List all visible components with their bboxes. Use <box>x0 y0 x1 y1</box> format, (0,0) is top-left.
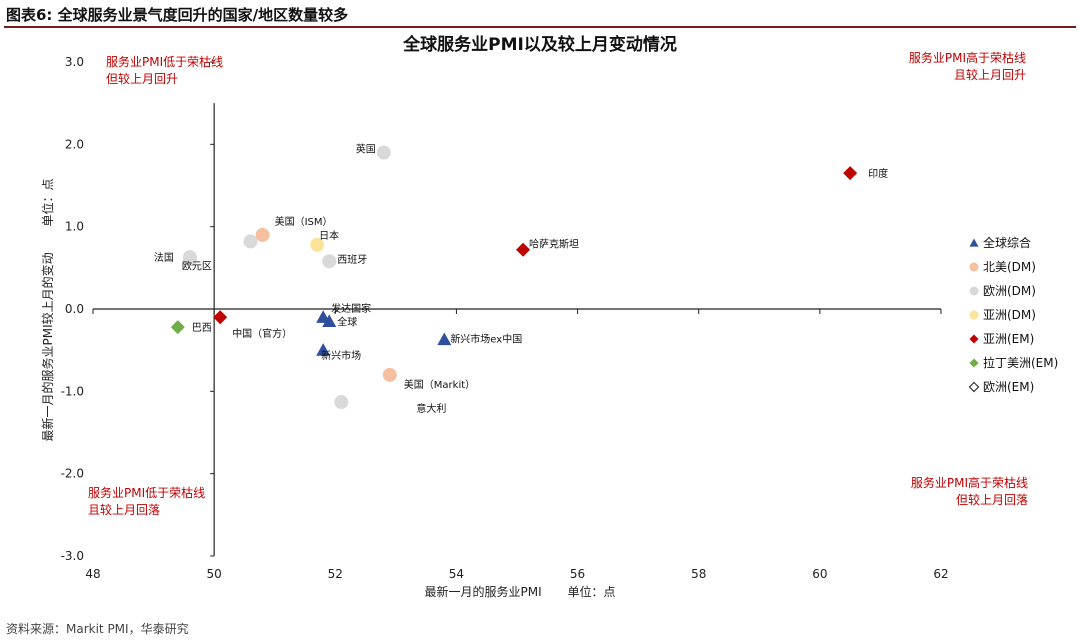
legend-marker <box>969 310 979 320</box>
point-label: 新兴市场 <box>321 349 361 362</box>
legend-label: 欧洲(EM) <box>983 380 1034 394</box>
quadrant-note-top-left: 但较上月回升 <box>106 71 178 86</box>
legend-label: 拉丁美洲(EM) <box>983 355 1058 370</box>
legend-marker <box>968 381 980 393</box>
point-label: 印度 <box>868 167 888 180</box>
chart-title: 全球服务业PMI以及较上月变动情况 <box>402 34 677 55</box>
y-tick-label: -1.0 <box>61 384 84 398</box>
legend-marker <box>969 238 979 247</box>
quadrant-note-bottom-right: 但较上月回落 <box>956 492 1028 507</box>
point-label: 英国 <box>356 143 376 156</box>
data-point <box>322 314 337 327</box>
y-tick-label: 1.0 <box>65 220 84 234</box>
x-axis-unit: 单位：点 <box>567 584 615 599</box>
point-label: 法国 <box>154 251 174 264</box>
y-tick-label: -3.0 <box>61 549 84 563</box>
data-point <box>316 343 331 356</box>
x-tick-label: 62 <box>933 567 948 581</box>
data-point <box>243 234 258 249</box>
point-label: 哈萨克斯坦 <box>529 238 579 251</box>
x-tick-label: 48 <box>85 567 100 581</box>
data-point <box>516 242 531 257</box>
data-point <box>182 252 197 267</box>
legend-marker <box>969 262 979 272</box>
point-label: 美国（Markit） <box>404 378 475 391</box>
point-label: 日本 <box>319 229 339 242</box>
x-tick-label: 54 <box>449 567 464 581</box>
data-point <box>213 310 228 325</box>
legend-label: 亚洲(EM) <box>983 332 1034 346</box>
data-point <box>310 237 325 252</box>
data-point <box>382 367 397 382</box>
data-point <box>437 332 452 346</box>
y-axis-title: 最新一月的服务业PMI较上月的变动 单位：点 <box>40 179 55 442</box>
x-tick-label: 60 <box>812 567 827 581</box>
point-label: 西班牙 <box>337 254 367 266</box>
x-tick-label: 50 <box>207 567 222 581</box>
legend-label: 北美(DM) <box>983 260 1036 274</box>
legend-marker <box>969 358 979 368</box>
x-axis-title: 最新一月的服务业PMI 单位：点 <box>425 584 616 599</box>
point-label: 新兴市场ex中国 <box>450 332 522 345</box>
legend-label: 全球综合 <box>983 235 1031 250</box>
quadrant-note-bottom-right: 服务业PMI高于荣枯线 <box>911 475 1028 490</box>
quadrant-note-top-left: 服务业PMI低于荣枯线 <box>106 54 223 69</box>
data-point <box>334 395 349 410</box>
data-point <box>170 320 185 335</box>
x-axis-label: 最新一月的服务业PMI <box>425 584 542 599</box>
quadrant-notes: 服务业PMI低于荣枯线但较上月回升服务业PMI高于荣枯线且较上月回升服务业PMI… <box>88 50 1028 517</box>
point-label: 发达国家 <box>331 302 371 315</box>
x-tick-label: 58 <box>691 567 706 581</box>
quadrant-note-bottom-left: 且较上月回落 <box>88 502 160 517</box>
y-tick-label: 2.0 <box>65 137 84 151</box>
y-tick-label: 3.0 <box>65 55 84 69</box>
point-label: 意大利 <box>416 402 446 415</box>
y-axis-unit: 单位：点 <box>40 179 55 227</box>
legend-label: 亚洲(DM) <box>983 308 1036 322</box>
y-axis-label: 最新一月的服务业PMI较上月的变动 <box>40 252 55 441</box>
x-tick-label: 56 <box>570 567 585 581</box>
quadrant-note-top-right: 且较上月回升 <box>954 67 1026 82</box>
legend-label: 欧洲(DM) <box>983 284 1036 298</box>
point-label: 美国（ISM） <box>275 215 333 228</box>
y-tick-label: -2.0 <box>61 467 84 481</box>
data-point <box>376 145 391 160</box>
legend-marker <box>969 334 979 344</box>
point-label: 全球 <box>337 315 357 328</box>
data-point <box>843 166 858 181</box>
point-label: 欧元区 <box>182 261 212 273</box>
point-label: 巴西 <box>192 322 212 334</box>
x-tick-label: 52 <box>328 567 343 581</box>
quadrant-note-top-right: 服务业PMI高于荣枯线 <box>909 50 1026 65</box>
figure-rule <box>4 26 1076 28</box>
data-point <box>255 227 270 242</box>
data-points <box>170 145 858 410</box>
y-tick-label: 0.0 <box>65 302 84 316</box>
point-label: 中国（官方） <box>232 327 292 340</box>
figure-label: 图表6: 全球服务业景气度回升的国家/地区数量较多 <box>6 6 349 24</box>
axes: 48 50 52 54 56 58 60 62 3.0 2.0 1.0 0.0 -1.0 -2.0 -3.0 <box>61 55 949 581</box>
legend-marker <box>969 286 979 296</box>
source-note: 资料来源：Markit PMI，华泰研究 <box>6 622 189 636</box>
data-point <box>322 254 337 269</box>
quadrant-note-bottom-left: 服务业PMI低于荣枯线 <box>88 485 205 500</box>
